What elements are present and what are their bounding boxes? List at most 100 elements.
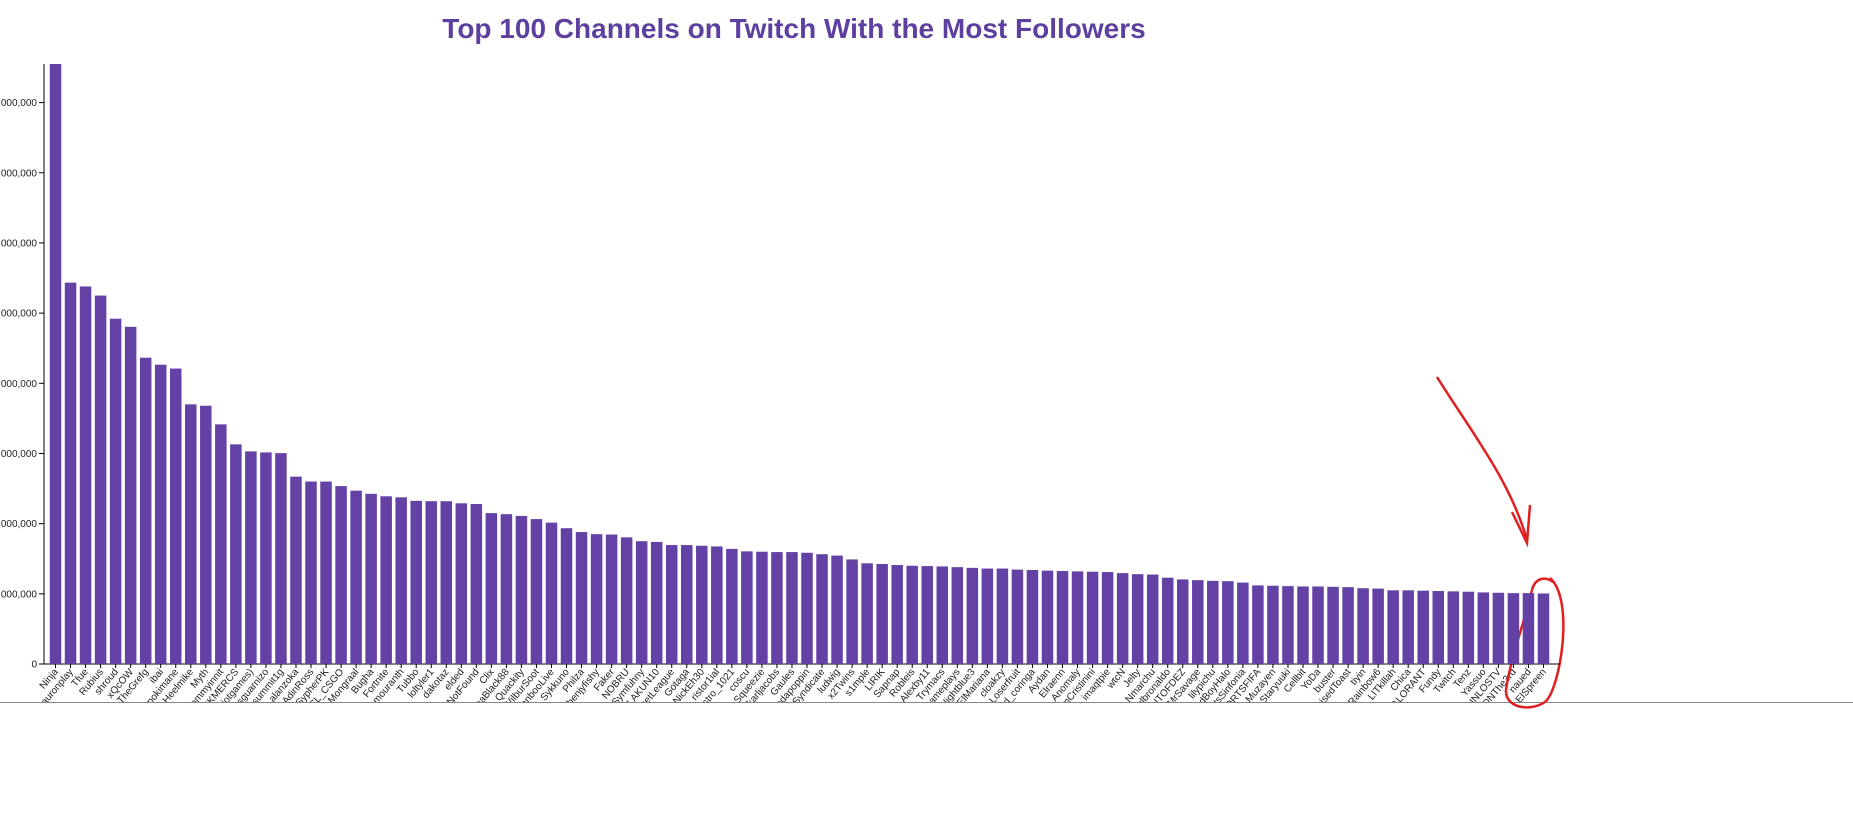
bar bbox=[1131, 574, 1144, 664]
bar bbox=[1252, 585, 1264, 664]
bar bbox=[861, 563, 873, 664]
bar bbox=[1282, 586, 1294, 664]
bar bbox=[1462, 591, 1475, 664]
bar bbox=[1312, 586, 1324, 664]
bar bbox=[981, 568, 994, 664]
bar bbox=[711, 546, 723, 664]
bar bbox=[230, 444, 242, 664]
bar bbox=[335, 486, 347, 664]
bar bbox=[1177, 579, 1189, 664]
bar bbox=[79, 286, 92, 664]
y-tick-label: 10,000,000 bbox=[0, 309, 37, 320]
bar bbox=[590, 534, 603, 664]
bar bbox=[1207, 580, 1219, 664]
y-tick-label: 6,000,000 bbox=[0, 449, 37, 460]
bar bbox=[1417, 590, 1429, 664]
bar bbox=[726, 548, 738, 664]
y-tick-label: 16,000,000 bbox=[0, 98, 37, 109]
bar bbox=[139, 357, 152, 664]
bar bbox=[1041, 570, 1054, 664]
bar bbox=[305, 481, 317, 664]
bar bbox=[1192, 580, 1204, 664]
bar bbox=[650, 541, 663, 664]
bar bbox=[1222, 581, 1234, 664]
bar bbox=[1357, 588, 1369, 664]
bar bbox=[215, 424, 227, 664]
bar bbox=[169, 368, 182, 664]
bar bbox=[1101, 572, 1114, 664]
bar bbox=[1056, 571, 1069, 664]
bar bbox=[1372, 588, 1384, 664]
bar bbox=[876, 564, 888, 664]
bar bbox=[545, 522, 558, 664]
bar bbox=[350, 490, 362, 664]
bar bbox=[1297, 586, 1309, 664]
bar bbox=[290, 476, 302, 664]
y-tick-label: 4,000,000 bbox=[0, 519, 37, 530]
bar bbox=[1342, 587, 1354, 664]
bar bbox=[831, 555, 843, 664]
bar bbox=[94, 295, 107, 664]
bar bbox=[575, 532, 588, 664]
annotation-circle bbox=[1504, 577, 1565, 709]
bar bbox=[846, 559, 858, 664]
bar bbox=[1447, 591, 1460, 664]
bar bbox=[185, 404, 197, 664]
bar bbox=[320, 481, 332, 664]
y-tick-label: 2,000,000 bbox=[0, 589, 37, 600]
bar bbox=[380, 496, 392, 664]
bar bbox=[500, 514, 513, 664]
bar bbox=[1507, 593, 1520, 664]
bar bbox=[1522, 593, 1535, 664]
bar bbox=[816, 554, 828, 664]
bar bbox=[921, 566, 933, 664]
bar bbox=[124, 326, 137, 664]
bar bbox=[936, 566, 949, 664]
chart-title: Top 100 Channels on Twitch With the Most… bbox=[442, 13, 1145, 44]
bar bbox=[410, 500, 422, 664]
bar bbox=[1011, 569, 1024, 664]
y-tick-label: 8,000,000 bbox=[0, 379, 37, 390]
bar bbox=[801, 552, 813, 664]
bar bbox=[1537, 593, 1550, 664]
bar bbox=[455, 503, 468, 664]
bar bbox=[605, 534, 618, 664]
bar bbox=[1086, 571, 1099, 664]
bar bbox=[906, 565, 918, 664]
bar bbox=[1116, 573, 1129, 664]
bar bbox=[665, 545, 678, 664]
y-tick-label: 14,000,000 bbox=[0, 168, 37, 179]
bar bbox=[756, 551, 768, 664]
bar bbox=[260, 452, 272, 664]
bar bbox=[891, 565, 903, 664]
bar bbox=[1026, 569, 1039, 664]
bar bbox=[440, 501, 453, 664]
bar bbox=[620, 537, 633, 664]
bar bbox=[1237, 582, 1249, 664]
bar bbox=[560, 528, 573, 664]
bar bbox=[951, 567, 964, 664]
bar bbox=[771, 552, 783, 664]
bar bbox=[200, 405, 212, 664]
bar bbox=[530, 519, 543, 664]
y-tick-label: 0 bbox=[31, 660, 37, 671]
bar bbox=[1387, 590, 1399, 664]
bar bbox=[515, 515, 528, 664]
bar bbox=[1477, 592, 1490, 664]
bar bbox=[1267, 585, 1279, 664]
annotation-arrow bbox=[1435, 376, 1529, 541]
y-tick-label: 12,000,000 bbox=[0, 238, 37, 249]
bar bbox=[154, 364, 167, 664]
bar bbox=[741, 551, 753, 664]
bar bbox=[1146, 574, 1159, 664]
bar bbox=[365, 493, 377, 664]
bar bbox=[395, 497, 407, 664]
bar bbox=[1492, 592, 1505, 664]
bar bbox=[275, 453, 287, 664]
annotation-arrowhead bbox=[1510, 504, 1532, 548]
bar bbox=[64, 282, 77, 664]
bar bbox=[245, 451, 257, 664]
x-labels: NinjaauronplayTfueRubiusshroudxQcOWTheGr… bbox=[38, 666, 1549, 702]
